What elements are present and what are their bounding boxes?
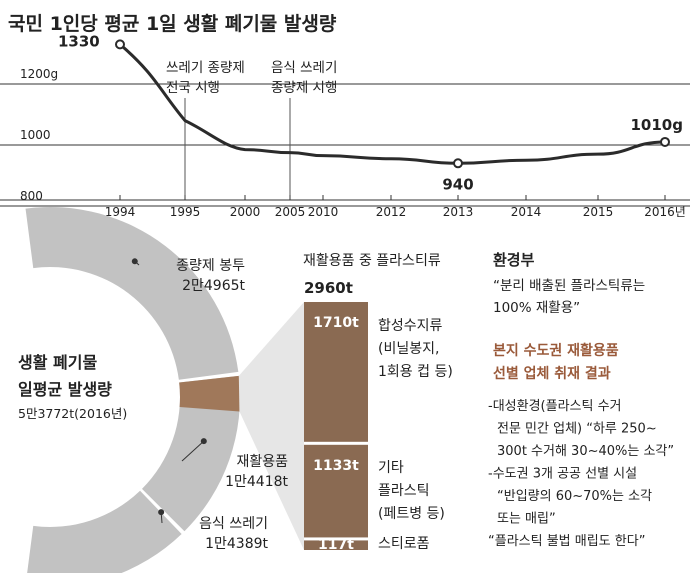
stack-segments (304, 302, 368, 550)
x-tick-label: 2000 (230, 205, 261, 219)
notes-panel: 환경부 “분리 배출된 플라스틱류는 100% 재활용” 본지 수도권 재활용품선… (488, 251, 674, 549)
segment-value: 1만4389t (205, 536, 268, 552)
x-tick-label: 2015 (583, 205, 614, 219)
donut-highlight-plastic (179, 375, 241, 412)
y-tick-label: 1200g (20, 67, 58, 81)
data-points (115, 39, 670, 169)
donut-segment (27, 490, 182, 573)
plastic-stack-bar: 재활용품 중 플라스티류 2960t 1710t 합성수지류 (비닐봉지, 1회용 컵… (303, 253, 453, 553)
finding-line: 전문 민간 업체) “하루 250~ (497, 422, 657, 437)
chart-title: 국민 1인당 평균 1일 생활 폐기물 발생량 (8, 13, 337, 35)
y-tick-labels: 1200g 1000 800 (20, 67, 58, 203)
donut-labels: 종량제 봉투 2만4965t 재활용품 1만4418t 음식 쓰레기 1만4389t (131, 258, 289, 552)
stack-label: (비닐봉지, (378, 341, 439, 357)
zoom-connector (238, 302, 304, 550)
y-tick-label: 1000 (20, 128, 51, 142)
finding-line: “반입량의 60~70%는 소각 (497, 489, 652, 504)
segment-label: 음식 쓰레기 (199, 516, 268, 532)
segment-label: 재활용품 (236, 454, 288, 470)
data-point (660, 136, 670, 147)
stack-header: 재활용품 중 플라스티류 (303, 253, 441, 269)
y-tick-label: 800 (20, 189, 43, 203)
finding-line: 또는 매립” (497, 512, 556, 527)
stack-segment (304, 540, 368, 550)
x-tick-label: 2010 (308, 205, 339, 219)
donut-ring (25, 206, 241, 573)
stack-label: 플라스틱 (378, 483, 430, 499)
data-label: 1010g (631, 116, 684, 134)
x-tick-label: 2012 (376, 205, 407, 219)
ministry-quote: “분리 배출된 플라스틱류는 100% 재활용” (493, 278, 645, 316)
stack-value: 1133t (313, 458, 359, 474)
segment-value: 2만4965t (182, 278, 245, 294)
stack-segment (304, 444, 368, 538)
donut-title-line-2: 일평균 발생량 (18, 380, 112, 399)
stack-value: 117t (318, 537, 354, 553)
x-tick-label: 2005 (275, 205, 306, 219)
x-tick-label: 1994 (105, 205, 136, 219)
annotation-text: 전국 시행 (166, 80, 220, 96)
survey-heading-line: 본지 수도권 재활용품 (493, 342, 619, 359)
segment-label: 종량제 봉투 (176, 258, 245, 274)
finding-line: -수도권 3개 공공 선별 시설 (488, 467, 637, 482)
quote-line: “분리 배출된 플라스틱류는 (493, 278, 645, 294)
x-tick-label: 2014 (511, 205, 542, 219)
survey-heading-line: 선별 업체 취재 결과 (493, 365, 611, 382)
notes-heading-ministry: 환경부 (493, 251, 535, 269)
data-point (453, 158, 463, 169)
annotation-text: 쓰레기 종량제 (166, 60, 245, 76)
donut-segment (25, 206, 239, 380)
donut-title-line-1: 생활 폐기물 (18, 353, 97, 372)
stack-label: 합성수지류 (378, 318, 443, 334)
donut-segment (142, 375, 241, 532)
finding-line: “플라스틱 불법 매립도 한다” (488, 534, 645, 549)
stack-total: 2960t (304, 279, 353, 297)
finding-line: -대성환경(플라스틱 수거 (488, 399, 622, 414)
data-point (115, 39, 125, 50)
donut-subtitle: 5만3772t(2016년) (18, 406, 127, 421)
grid-lines (0, 83, 690, 207)
data-labels: 1330 940 1010g (58, 32, 683, 193)
stack-label: 기타 (378, 460, 404, 476)
stack-value: 1710t (313, 315, 359, 331)
segment-leader (181, 440, 205, 462)
stack-label: 스티로폼 (378, 536, 430, 552)
stack-label: (페트병 등) (378, 506, 445, 522)
annotation-text: 음식 쓰레기 (271, 60, 337, 76)
data-label: 940 (442, 175, 473, 193)
quote-line: 100% 재활용” (493, 300, 580, 316)
segment-value: 1만4418t (225, 474, 288, 490)
annotation-text: 종량제 시행 (271, 80, 337, 96)
donut-chart: 종량제 봉투 2만4965t 재활용품 1만4418t 음식 쓰레기 1만4389t 생활… (18, 206, 304, 573)
finding-line: 300t 수거해 30~40%는 소각” (497, 444, 674, 459)
data-label: 1330 (58, 32, 100, 50)
segment-leader (134, 260, 140, 266)
x-tick-label: 1995 (170, 205, 201, 219)
x-tick-labels: 1994 1995 2000 2005 2010 2012 2013 2014 2015 2016… (105, 195, 686, 219)
stack-label: 1회용 컵 등) (378, 364, 453, 380)
x-tick-label: 2016년 (644, 205, 686, 219)
series-line (119, 43, 666, 165)
segment-leader (160, 512, 163, 524)
stack-segment (304, 302, 368, 442)
x-tick-label: 2013 (443, 205, 474, 219)
